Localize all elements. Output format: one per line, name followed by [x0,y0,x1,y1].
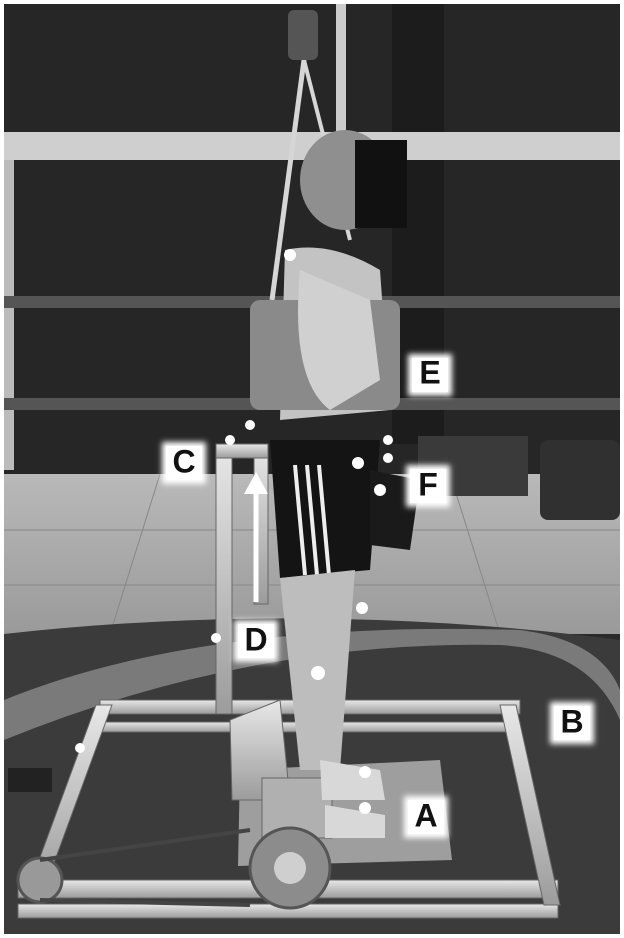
scene-shape [383,435,393,445]
scene-shape [412,358,448,392]
label: D [244,621,267,657]
scene-shape [284,249,296,261]
scene-shape [336,4,346,144]
scene-shape [166,446,202,480]
label: A [414,797,437,833]
scene-shape [317,464,331,576]
scene-shape [75,743,85,753]
scene-shape [359,766,371,778]
label: E [419,354,440,390]
scene-shape [39,828,251,862]
scene-shape [499,704,561,906]
scene-shape [109,473,161,635]
scene-shape [383,453,393,463]
scene-shape [225,435,235,445]
scene-shape [75,249,393,814]
scene-shape [540,440,620,520]
scene-shape [298,270,380,410]
scene-shape [274,852,306,884]
scene-shape [215,443,269,459]
scene-shape [288,10,318,60]
arrow-head [244,472,268,494]
scene-shape [352,457,364,469]
scene-shape [4,628,620,740]
scene-shape [359,802,371,814]
scene-shape [325,805,385,838]
scene-shape [16,856,64,904]
scene-shape [215,443,233,715]
label-group: A B C D E F [162,354,594,838]
scene-shape [311,666,325,680]
scene-shape [449,473,501,635]
scene-shape [410,469,446,503]
scene-shape [305,464,319,576]
scene-shape [408,800,444,834]
scene-shape [269,59,307,301]
scene-shape [8,768,52,792]
scene-shape [356,602,368,614]
scene-shape [293,464,307,576]
scene-shape [238,624,274,658]
scene-shape [4,160,14,470]
scene-shape [250,130,420,838]
scene-shape [39,898,251,907]
scene-shape [374,484,386,496]
scene-shape [355,140,407,228]
scene-shape [245,420,255,430]
label: C [172,443,195,479]
label: F [418,466,438,502]
scene-shape [554,706,590,740]
scene-shape [211,633,221,643]
label: B [560,703,583,739]
